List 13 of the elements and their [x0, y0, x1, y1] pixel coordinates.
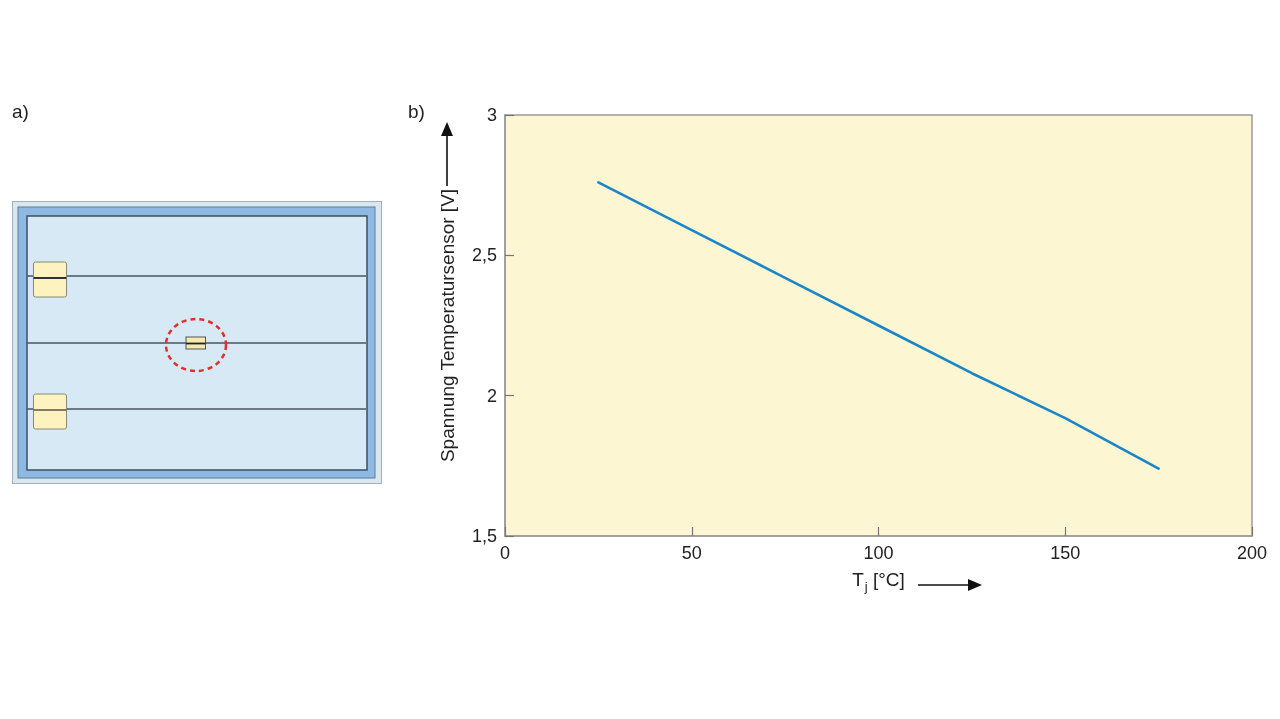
y-tick-label: 1,5: [471, 526, 497, 546]
y-tick-label: 2,5: [471, 245, 497, 266]
x-tick-label: 100: [863, 543, 894, 563]
text: b): [408, 101, 425, 122]
x-tick-label: 50: [681, 543, 702, 563]
y-tick-label: 2: [486, 385, 497, 406]
x-tick-label: 200: [1236, 543, 1268, 563]
y-tick-label: 3: [486, 105, 497, 125]
x-tick-label: 150: [1050, 543, 1081, 563]
x-tick-label: 0: [499, 543, 511, 563]
text: a): [12, 101, 29, 122]
line-series: [597, 181, 1160, 470]
y-axis-title: Spannung Temperatursensor [V]: [437, 188, 458, 463]
